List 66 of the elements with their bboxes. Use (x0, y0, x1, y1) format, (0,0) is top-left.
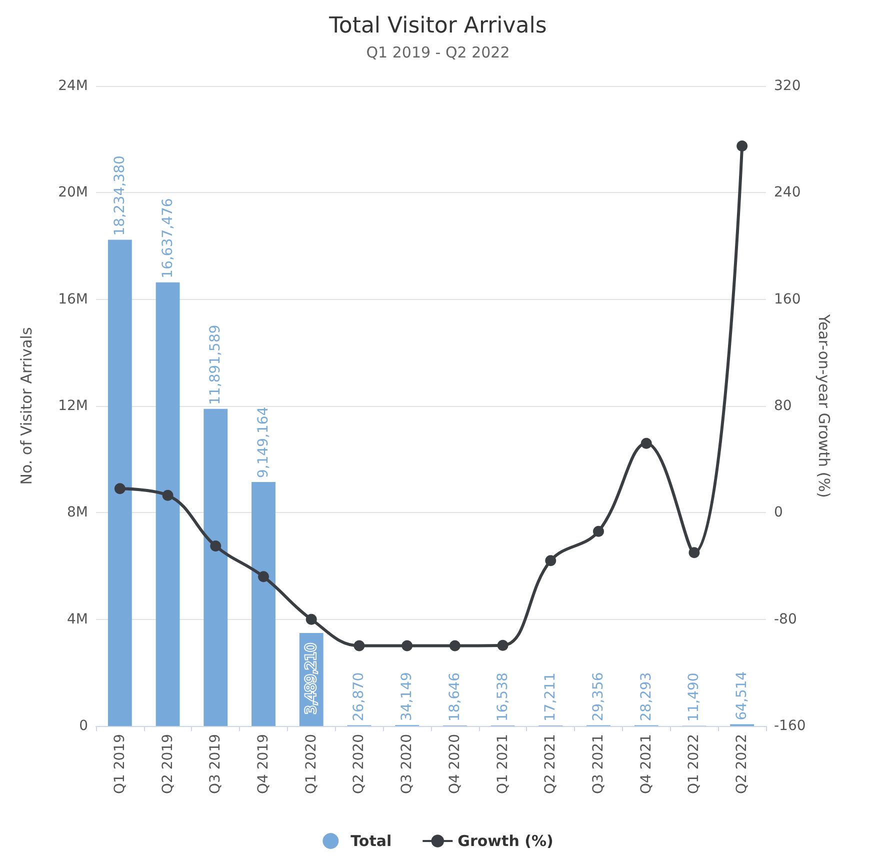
y-tick-label: 20M (58, 184, 88, 201)
point (258, 571, 269, 582)
x-tick-label: Q1 2021 (494, 734, 511, 794)
y-tick-label: 0 (79, 718, 88, 734)
y-tick-label: 16M (58, 291, 88, 308)
x-tick-label: Q4 2021 (638, 734, 654, 794)
point (736, 140, 748, 152)
data-label: 18,234,380 (112, 156, 128, 236)
y2-tick-label: 0 (774, 504, 783, 521)
x-tick-label: Q2 2020 (351, 734, 368, 794)
point (210, 540, 222, 552)
x-tick-label: Q4 2019 (256, 734, 272, 794)
point (449, 640, 460, 652)
y2-axis-title: Year-on-year Growth (%) (815, 313, 834, 498)
point (640, 438, 652, 449)
data-label: 11,490 (686, 672, 702, 722)
data-label: 64,514 (734, 671, 750, 720)
y-tick-label: 4M (67, 611, 88, 628)
x-tick-label: Q3 2021 (590, 734, 606, 794)
data-label: 16,637,476 (160, 198, 176, 278)
data-label: 28,293 (638, 672, 654, 722)
legend-label: Growth (%) (458, 832, 554, 850)
point (688, 547, 700, 558)
x-tick-label: Q4 2020 (446, 734, 463, 794)
data-label: 9,149,164 (256, 406, 272, 478)
x-tick-label: Q2 2019 (160, 734, 176, 794)
data-label: 18,646 (446, 672, 463, 722)
x-tick-label: Q1 2022 (686, 734, 702, 794)
y2-tick-label: 240 (774, 184, 801, 201)
bar (204, 408, 228, 726)
point (497, 640, 508, 651)
data-label: 26,870 (351, 672, 368, 722)
point (354, 640, 365, 652)
x-tick-label: Q2 2022 (734, 734, 750, 794)
bar (108, 240, 132, 726)
data-label: 29,356 (590, 672, 606, 722)
x-tick-label: Q1 2020 (303, 734, 320, 794)
y2-tick-label: -80 (774, 611, 797, 628)
y2-tick-label: 80 (774, 398, 792, 414)
point (593, 526, 604, 537)
point (162, 490, 174, 501)
chart-title: Total Visitor Arrivals (328, 14, 547, 38)
y-axis-title: No. of Visitor Arrivals (18, 327, 36, 485)
bar (252, 482, 276, 726)
data-label: 16,538 (494, 672, 511, 722)
data-label: 34,149 (399, 672, 416, 722)
y-tick-label: 8M (67, 504, 88, 521)
y2-tick-label: -160 (774, 718, 806, 734)
point (306, 614, 317, 625)
data-label: 3,489,210 (303, 642, 320, 714)
chart-subtitle: Q1 2019 - Q2 2022 (366, 44, 510, 62)
x-tick-label: Q3 2020 (399, 734, 416, 794)
y2-tick-label: 320 (774, 78, 801, 94)
point (402, 640, 413, 652)
x-tick-label: Q2 2021 (542, 734, 559, 794)
y2-tick-label: 160 (774, 291, 801, 308)
x-tick-label: Q3 2019 (208, 734, 224, 794)
bar (156, 282, 180, 726)
point (545, 555, 556, 566)
point (114, 483, 126, 494)
y-tick-label: 12M (58, 398, 88, 414)
x-tick-label: Q1 2019 (112, 734, 128, 794)
legend-label: Total (350, 832, 392, 850)
data-label: 17,211 (542, 672, 559, 722)
y-tick-label: 24M (58, 78, 88, 94)
data-label: 11,891,589 (208, 324, 224, 405)
